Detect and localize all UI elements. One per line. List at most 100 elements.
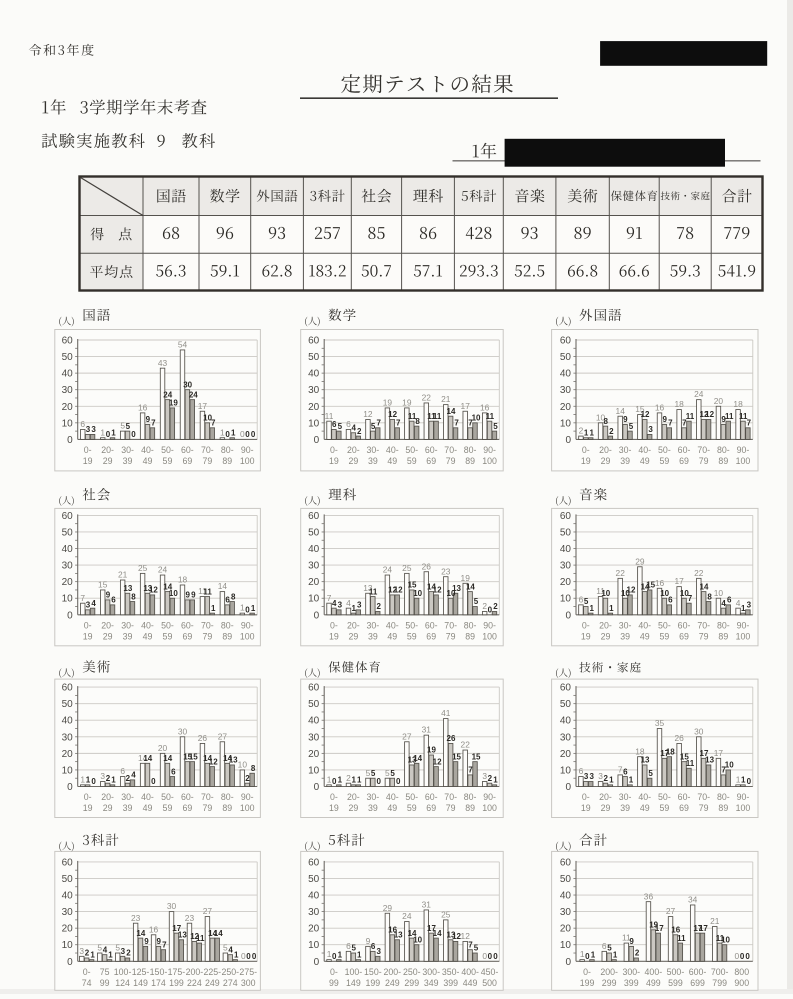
svg-text:59: 59 [407, 803, 417, 813]
svg-text:50: 50 [560, 699, 572, 710]
svg-text:7: 7 [688, 594, 693, 603]
svg-text:399: 399 [443, 978, 458, 988]
svg-text:29: 29 [348, 631, 358, 641]
svg-text:3: 3 [357, 601, 362, 610]
svg-text:50: 50 [62, 699, 74, 710]
svg-text:0: 0 [245, 430, 250, 439]
svg-text:1: 1 [741, 604, 746, 613]
svg-text:49: 49 [387, 456, 397, 466]
svg-text:26: 26 [447, 734, 456, 743]
svg-text:1: 1 [609, 776, 614, 785]
svg-text:0-: 0- [582, 792, 590, 802]
svg-text:0: 0 [565, 957, 571, 968]
svg-text:30: 30 [62, 732, 74, 743]
svg-text:11: 11 [369, 587, 378, 596]
svg-text:100: 100 [736, 631, 751, 641]
svg-text:14: 14 [427, 582, 436, 591]
svg-text:40: 40 [62, 891, 74, 902]
svg-text:79: 79 [699, 456, 709, 466]
svg-text:69: 69 [182, 631, 192, 641]
svg-text:19: 19 [83, 631, 93, 641]
svg-text:20-: 20- [599, 445, 612, 455]
svg-text:14: 14 [413, 754, 422, 763]
svg-text:80-: 80- [221, 792, 234, 802]
svg-text:20: 20 [62, 577, 74, 588]
svg-text:6: 6 [225, 596, 230, 605]
svg-text:13: 13 [705, 756, 714, 765]
svg-text:7: 7 [80, 593, 85, 603]
svg-text:19: 19 [329, 456, 339, 466]
svg-text:6: 6 [332, 420, 337, 429]
svg-text:5: 5 [474, 944, 479, 953]
svg-text:79: 79 [202, 803, 212, 813]
svg-text:13: 13 [363, 583, 373, 593]
svg-text:9: 9 [366, 936, 371, 946]
svg-text:2: 2 [604, 774, 609, 783]
svg-text:4: 4 [131, 771, 136, 780]
svg-text:50-: 50- [658, 792, 671, 802]
svg-text:0: 0 [314, 610, 320, 621]
svg-text:0-: 0- [84, 792, 92, 802]
svg-text:10: 10 [560, 765, 572, 776]
svg-text:1: 1 [357, 776, 362, 785]
svg-text:15: 15 [183, 752, 192, 761]
svg-text:80-: 80- [717, 445, 730, 455]
svg-text:39: 39 [620, 803, 630, 813]
svg-text:90-: 90- [241, 620, 254, 630]
svg-text:199: 199 [169, 978, 184, 988]
svg-text:600-: 600- [689, 967, 707, 977]
svg-text:30: 30 [308, 907, 320, 918]
svg-text:0: 0 [240, 429, 245, 439]
svg-text:14: 14 [408, 929, 417, 938]
svg-text:40-: 40- [638, 792, 651, 802]
svg-text:599: 599 [668, 978, 683, 988]
svg-text:0-: 0- [582, 445, 590, 455]
svg-text:30: 30 [308, 561, 320, 572]
svg-text:14: 14 [641, 582, 650, 591]
svg-text:50-: 50- [405, 445, 418, 455]
svg-text:18: 18 [635, 746, 645, 756]
svg-text:31: 31 [422, 725, 432, 735]
svg-text:60: 60 [62, 336, 74, 347]
svg-text:4: 4 [721, 599, 726, 608]
svg-text:8: 8 [131, 592, 136, 601]
svg-text:12: 12 [461, 931, 471, 941]
svg-text:11: 11 [716, 934, 725, 943]
svg-text:20: 20 [560, 924, 572, 935]
svg-text:17: 17 [700, 749, 709, 758]
svg-text:50-: 50- [658, 620, 671, 630]
svg-text:70-: 70- [697, 445, 710, 455]
svg-text:10: 10 [560, 594, 572, 605]
svg-text:300: 300 [241, 978, 256, 988]
svg-text:12: 12 [433, 586, 442, 595]
svg-text:79: 79 [699, 803, 709, 813]
svg-text:22: 22 [422, 393, 432, 403]
svg-text:20: 20 [308, 924, 320, 935]
svg-text:16: 16 [655, 578, 665, 588]
svg-text:50-: 50- [161, 445, 174, 455]
svg-text:20: 20 [62, 749, 74, 760]
svg-text:99: 99 [329, 978, 339, 988]
svg-text:60: 60 [62, 511, 74, 522]
svg-text:18: 18 [733, 399, 743, 409]
svg-text:10: 10 [203, 414, 212, 423]
svg-text:5: 5 [371, 769, 376, 778]
svg-text:90-: 90- [483, 445, 496, 455]
svg-text:18: 18 [666, 747, 675, 756]
svg-text:26: 26 [422, 561, 432, 571]
svg-text:21: 21 [441, 394, 451, 404]
svg-text:30: 30 [308, 732, 320, 743]
svg-text:14: 14 [143, 754, 152, 763]
svg-text:2: 2 [377, 602, 382, 611]
svg-text:29: 29 [348, 456, 358, 466]
svg-text:10: 10 [308, 940, 320, 951]
svg-text:10: 10 [308, 418, 320, 429]
svg-text:40: 40 [62, 544, 74, 555]
svg-text:10: 10 [472, 414, 481, 423]
svg-text:34: 34 [688, 895, 698, 905]
svg-text:5: 5 [607, 944, 612, 953]
svg-text:300-: 300- [422, 967, 440, 977]
svg-text:79: 79 [446, 803, 456, 813]
svg-text:59: 59 [407, 456, 417, 466]
svg-text:349: 349 [424, 978, 439, 988]
